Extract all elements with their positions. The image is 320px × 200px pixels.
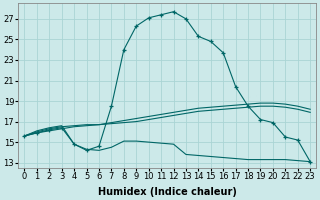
- X-axis label: Humidex (Indice chaleur): Humidex (Indice chaleur): [98, 187, 237, 197]
